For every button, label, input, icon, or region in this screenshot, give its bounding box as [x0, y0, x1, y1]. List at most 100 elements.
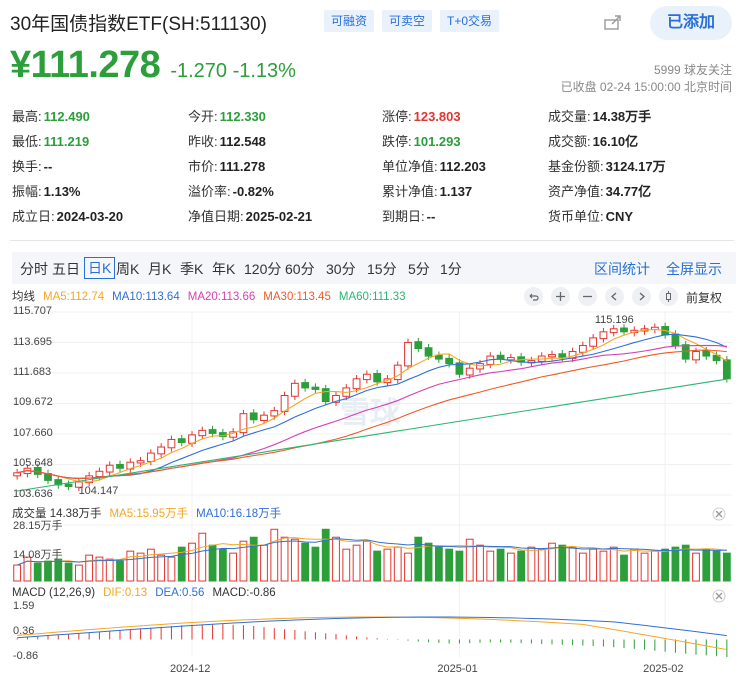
adjust-mode-label[interactable]: 前复权 — [686, 291, 723, 305]
volume-bar — [260, 544, 268, 582]
tab-五日[interactable]: 五日 — [52, 261, 80, 277]
undo-icon[interactable] — [524, 287, 543, 306]
legend-item: MA30:113.45 — [263, 291, 331, 303]
stat-item: 今开: 112.330 — [188, 106, 266, 125]
tab-周K[interactable]: 周K — [116, 261, 140, 277]
x-tick-label: 2025-02 — [643, 663, 684, 675]
stat-label: 振幅: — [12, 184, 42, 199]
ma-legend: 均线 MA5:112.74 MA10:113.64 MA20:113.66 MA30:1… — [12, 288, 414, 304]
tab-5分[interactable]: 5分 — [408, 261, 430, 277]
volume-bar — [352, 544, 361, 582]
candle-body — [434, 354, 443, 360]
tab-季K[interactable]: 季K — [180, 261, 204, 277]
tab-1分[interactable]: 1分 — [440, 261, 462, 277]
range-stats-link[interactable]: 区间统计 — [594, 261, 650, 277]
volume-bar — [362, 540, 371, 582]
kline-chart[interactable]: 雪球 均线 MA5:112.74 MA10:113.64 MA20:113.66 MA3… — [0, 285, 744, 689]
candle-body — [424, 347, 433, 357]
legend-item: MACD (12,26,9) — [12, 587, 96, 599]
candle-body — [198, 429, 207, 437]
share-icon[interactable] — [604, 14, 622, 30]
volume-bar — [249, 536, 258, 582]
volume-bar — [404, 552, 412, 582]
tab-120分[interactable]: 120分 — [244, 261, 282, 277]
stat-value: 3124.17万 — [605, 159, 666, 174]
volume-bar — [44, 560, 52, 582]
candle-body — [445, 357, 454, 365]
volume-bar — [486, 550, 495, 582]
volume-bar — [270, 528, 279, 582]
stat-item: 基金份额: 3124.17万 — [548, 156, 666, 175]
tab-60分[interactable]: 60分 — [285, 261, 315, 277]
legend-item: DIF:0.13 — [103, 587, 148, 599]
volume-ma-line — [16, 538, 727, 566]
tag-margin[interactable]: 可融资 — [324, 10, 375, 32]
volume-bar — [218, 548, 227, 582]
candle-body — [722, 359, 731, 380]
volume-bar — [342, 548, 351, 582]
tab-年K[interactable]: 年K — [212, 261, 236, 277]
candle-body — [352, 378, 361, 390]
stat-value: 101.293 — [413, 134, 461, 149]
stat-item: 成交量: 14.38万手 — [548, 106, 651, 125]
candle-body — [558, 353, 567, 359]
volume-bar — [599, 550, 608, 582]
tag-short[interactable]: 可卖空 — [382, 10, 433, 32]
volume-bar — [650, 550, 659, 582]
candle-body — [301, 382, 310, 389]
stat-value: 112.203 — [439, 159, 486, 174]
tab-30分[interactable]: 30分 — [326, 261, 356, 277]
legend-item: MA5:112.74 — [43, 291, 105, 303]
candle-type-icon[interactable] — [659, 287, 678, 306]
volume-bar — [692, 552, 700, 582]
stat-value: -0.82% — [232, 184, 274, 199]
candle-body — [671, 333, 680, 346]
y-tick-label: 109.672 — [13, 396, 53, 409]
y-tick-label: 103.636 — [13, 488, 53, 500]
add-watchlist-button[interactable]: 已添加 — [650, 6, 732, 40]
volume-bar — [476, 544, 484, 582]
macd-tick-label: -0.86 — [13, 650, 39, 662]
candle-body — [414, 341, 423, 349]
volume-bar — [321, 528, 330, 582]
stat-item: 单位净值: 112.203 — [382, 156, 486, 175]
stat-value: 14.38万手 — [592, 109, 652, 124]
legend-item: MA10:16.18万手 — [196, 508, 282, 520]
volume-bar — [455, 550, 464, 582]
tag-t0[interactable]: T+0交易 — [440, 10, 500, 32]
volume-bar — [506, 552, 515, 582]
stat-value: 2024-03-20 — [56, 209, 124, 224]
stat-value: -- — [426, 209, 436, 224]
volume-bar — [434, 546, 443, 582]
stat-value: 2025-02-21 — [245, 209, 313, 224]
tab-日K[interactable]: 日K — [84, 257, 116, 279]
volume-bar — [208, 544, 217, 582]
volume-bar — [589, 548, 598, 582]
candle-body — [362, 373, 371, 381]
chart-canvas[interactable]: 雪球 — [0, 285, 744, 689]
macd-close-icon[interactable] — [712, 589, 726, 603]
volume-bar — [188, 542, 196, 582]
candle-body — [620, 327, 628, 333]
volume-bar — [54, 558, 63, 582]
scroll-left-icon[interactable] — [605, 287, 624, 306]
stat-item: 到期日: -- — [382, 206, 435, 225]
zoom-out-icon[interactable] — [578, 287, 597, 306]
scroll-right-icon[interactable] — [632, 287, 651, 306]
volume-close-icon[interactable] — [712, 507, 726, 521]
tag-list: 可融资 可卖空 T+0交易 — [324, 10, 500, 32]
tab-分时[interactable]: 分时 — [20, 261, 48, 277]
candle-body — [712, 354, 721, 362]
fullscreen-link[interactable]: 全屏显示 — [666, 261, 722, 277]
max-price-label: 115.196 — [594, 314, 634, 327]
candle-body — [260, 414, 268, 422]
stat-label: 成交额: — [548, 134, 591, 149]
stat-value: 16.10亿 — [592, 134, 639, 149]
stat-value: 112.330 — [219, 109, 266, 124]
zoom-in-icon[interactable] — [551, 287, 570, 306]
tab-月K[interactable]: 月K — [148, 261, 172, 277]
volume-bar — [64, 562, 73, 582]
stat-label: 净值日期: — [188, 209, 244, 224]
tab-15分[interactable]: 15分 — [367, 261, 397, 277]
candle-body — [64, 483, 73, 487]
